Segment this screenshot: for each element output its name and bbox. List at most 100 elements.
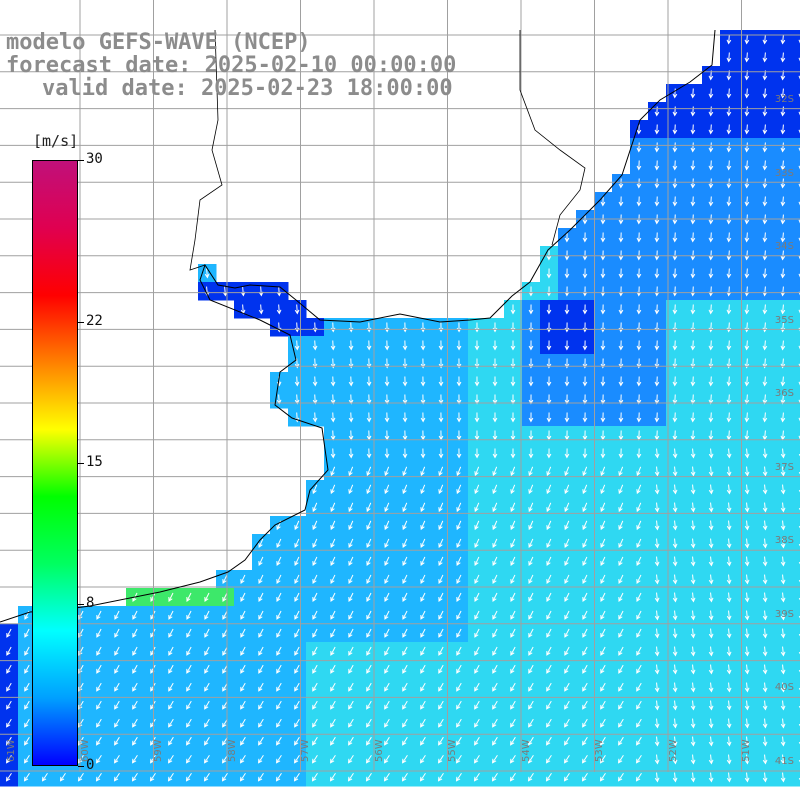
latitude-label: 41S (774, 755, 794, 767)
wind-arrow (762, 34, 768, 45)
wind-arrow (762, 592, 768, 603)
wind-speed-cell (792, 750, 800, 769)
wind-arrow (780, 700, 786, 711)
wind-arrow (600, 304, 606, 315)
wind-arrow (528, 736, 534, 746)
wind-arrow (600, 754, 606, 764)
wind-arrow (780, 250, 786, 261)
wind-speed-cell (792, 678, 800, 697)
wind-arrow (762, 232, 768, 243)
latitude-label: 36S (774, 388, 794, 399)
wind-arrow (132, 718, 138, 728)
wind-speed-cell (792, 462, 800, 481)
wind-arrow (275, 772, 282, 782)
wind-arrow (528, 502, 534, 513)
wind-arrow (744, 754, 750, 765)
wind-arrow (420, 466, 426, 477)
wind-arrow (492, 646, 498, 656)
wind-arrow (474, 718, 480, 728)
wind-arrow (546, 376, 552, 387)
wind-arrow (528, 340, 534, 351)
wind-arrow (420, 700, 426, 710)
wind-arrow (186, 718, 192, 728)
wind-arrow (690, 502, 696, 513)
wind-arrow (312, 502, 318, 513)
wind-arrow (24, 682, 30, 692)
wind-arrow (474, 646, 480, 656)
wind-arrow (744, 628, 750, 639)
wind-arrow (636, 682, 642, 692)
wind-arrow (708, 160, 714, 171)
wind-speed-cell (792, 192, 800, 211)
wind-arrow (726, 556, 732, 567)
wind-arrow (654, 448, 660, 459)
wind-arrow (546, 412, 552, 423)
wind-arrow (114, 718, 120, 728)
wind-arrow (366, 538, 372, 549)
wind-arrow (654, 718, 660, 729)
wind-arrow (420, 718, 426, 728)
wind-arrow (744, 466, 750, 477)
wind-arrow (437, 772, 444, 782)
wind-arrow (528, 286, 534, 297)
wind-arrow (690, 466, 696, 477)
colorbar-tick-label: 22 (86, 312, 103, 329)
wind-arrow (582, 628, 588, 638)
wind-arrow (330, 376, 336, 387)
wind-arrow (744, 574, 750, 585)
wind-arrow (438, 466, 444, 477)
wind-arrow (708, 628, 714, 639)
wind-arrow (204, 664, 210, 674)
wind-arrow (672, 340, 678, 351)
wind-arrow (618, 268, 624, 279)
wind-arrow (276, 592, 282, 602)
wind-arrow (420, 376, 426, 387)
wind-arrow (24, 754, 30, 764)
wind-arrow (527, 772, 534, 782)
wind-arrow (690, 124, 696, 135)
wind-arrow (564, 664, 570, 674)
wind-arrow (402, 664, 408, 674)
wind-arrow (240, 682, 246, 692)
wind-arrow (600, 538, 606, 549)
wind-arrow (330, 628, 336, 638)
wind-arrow (330, 754, 336, 764)
wind-arrow (384, 340, 390, 351)
wind-arrow (383, 772, 390, 782)
wind-arrow (348, 610, 354, 620)
colorbar-tick-mark (78, 604, 84, 606)
wind-arrow (618, 466, 624, 477)
wind-arrow (726, 466, 732, 477)
wind-arrow (672, 106, 678, 117)
wind-arrow (348, 466, 354, 477)
wind-arrow (510, 502, 516, 513)
wind-speed-cell (792, 300, 800, 319)
wind-arrow (546, 718, 552, 728)
wind-arrow (293, 772, 300, 782)
wind-arrow (366, 520, 372, 531)
wind-arrow (582, 646, 588, 656)
latitude-label: 37S (774, 461, 794, 473)
wind-arrow (708, 574, 714, 585)
latitude-label: 35S (774, 314, 794, 326)
wind-arrow (114, 610, 120, 620)
wind-arrow (168, 664, 174, 674)
latitude-label: 38S (774, 535, 794, 546)
map-title-valid-date: valid date: 2025-02-23 18:00:00 (42, 76, 453, 101)
wind-arrow (618, 520, 624, 531)
wind-arrow (672, 250, 678, 261)
wind-arrow (744, 556, 750, 567)
wind-arrow (780, 520, 786, 531)
wind-arrow (474, 736, 480, 746)
wind-arrow (348, 646, 354, 656)
wind-arrow (726, 232, 732, 243)
wind-arrow (366, 646, 372, 656)
wind-arrow (168, 646, 174, 656)
wind-arrow (240, 664, 246, 674)
wind-arrow (708, 250, 714, 261)
wind-arrow (780, 52, 786, 63)
wind-arrow (384, 682, 390, 692)
wind-arrow (726, 718, 732, 729)
wind-arrow (564, 484, 570, 495)
wind-arrow (528, 718, 534, 728)
